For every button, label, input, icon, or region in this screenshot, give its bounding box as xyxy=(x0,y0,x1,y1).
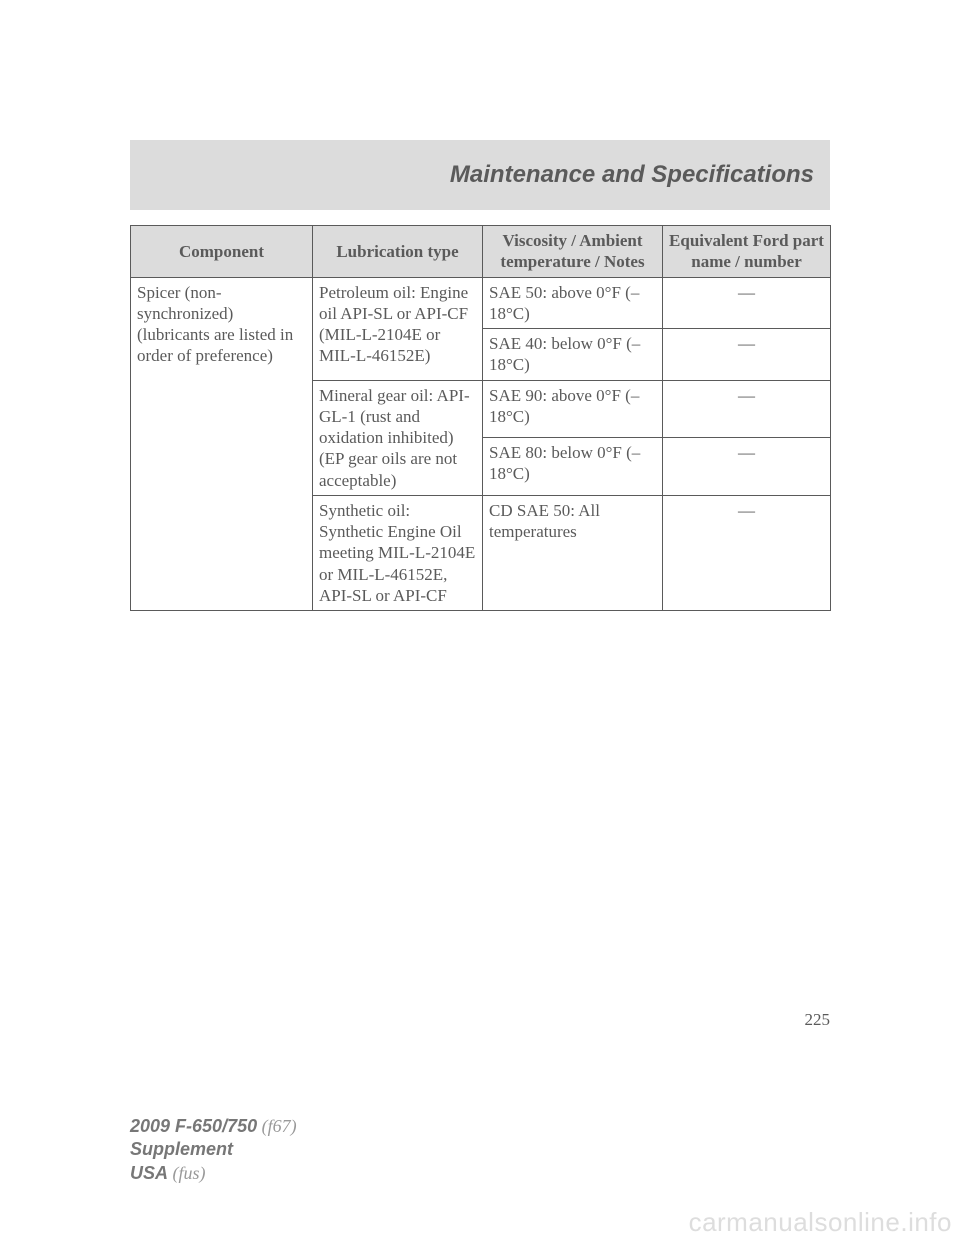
watermark: carmanualsonline.info xyxy=(689,1207,952,1238)
cell-viscosity-4: SAE 80: below 0°F (–18°C) xyxy=(483,438,663,496)
col-equivalent: Equivalent Ford part name / number xyxy=(663,226,831,278)
col-component: Component xyxy=(131,226,313,278)
footer: 2009 F-650/750 (f67) Supplement USA (fus… xyxy=(130,1115,297,1185)
footer-line-1: 2009 F-650/750 (f67) xyxy=(130,1115,297,1138)
cell-viscosity-1: SAE 50: above 0°F (–18°C) xyxy=(483,277,663,329)
page: Maintenance and Specifications Component… xyxy=(0,0,960,1242)
footer-line-3: USA (fus) xyxy=(130,1162,297,1185)
cell-lubrication-3: Synthetic oil: Synthetic Engine Oil meet… xyxy=(313,495,483,610)
cell-viscosity-2: SAE 40: below 0°F (–18°C) xyxy=(483,329,663,381)
cell-equiv-4: — xyxy=(663,438,831,496)
lubrication-table: Component Lubrication type Viscosity / A… xyxy=(130,225,831,611)
cell-equiv-2: — xyxy=(663,329,831,381)
table-row: Spicer (non-synchronized) (lubricants ar… xyxy=(131,277,831,329)
cell-lubrication-1: Petroleum oil: Engine oil API-SL or API-… xyxy=(313,277,483,380)
cell-equiv-5: — xyxy=(663,495,831,610)
footer-model: 2009 F-650/750 xyxy=(130,1116,257,1136)
footer-usa-code: (fus) xyxy=(173,1163,206,1183)
cell-equiv-1: — xyxy=(663,277,831,329)
cell-lubrication-2: Mineral gear oil: API-GL-1 (rust and oxi… xyxy=(313,380,483,495)
section-header-bar: Maintenance and Specifications xyxy=(130,140,830,210)
footer-usa: USA xyxy=(130,1163,168,1183)
col-lubrication-type: Lubrication type xyxy=(313,226,483,278)
footer-model-code: (f67) xyxy=(262,1116,297,1136)
cell-viscosity-3: SAE 90: above 0°F (–18°C) xyxy=(483,380,663,438)
cell-viscosity-5: CD SAE 50: All temperatures xyxy=(483,495,663,610)
page-number: 225 xyxy=(805,1010,831,1030)
cell-component: Spicer (non-synchronized) (lubricants ar… xyxy=(131,277,313,611)
section-title: Maintenance and Specifications xyxy=(450,161,814,189)
table-header-row: Component Lubrication type Viscosity / A… xyxy=(131,226,831,278)
col-viscosity: Viscosity / Ambient temperature / Notes xyxy=(483,226,663,278)
footer-supplement: Supplement xyxy=(130,1138,297,1161)
cell-equiv-3: — xyxy=(663,380,831,438)
